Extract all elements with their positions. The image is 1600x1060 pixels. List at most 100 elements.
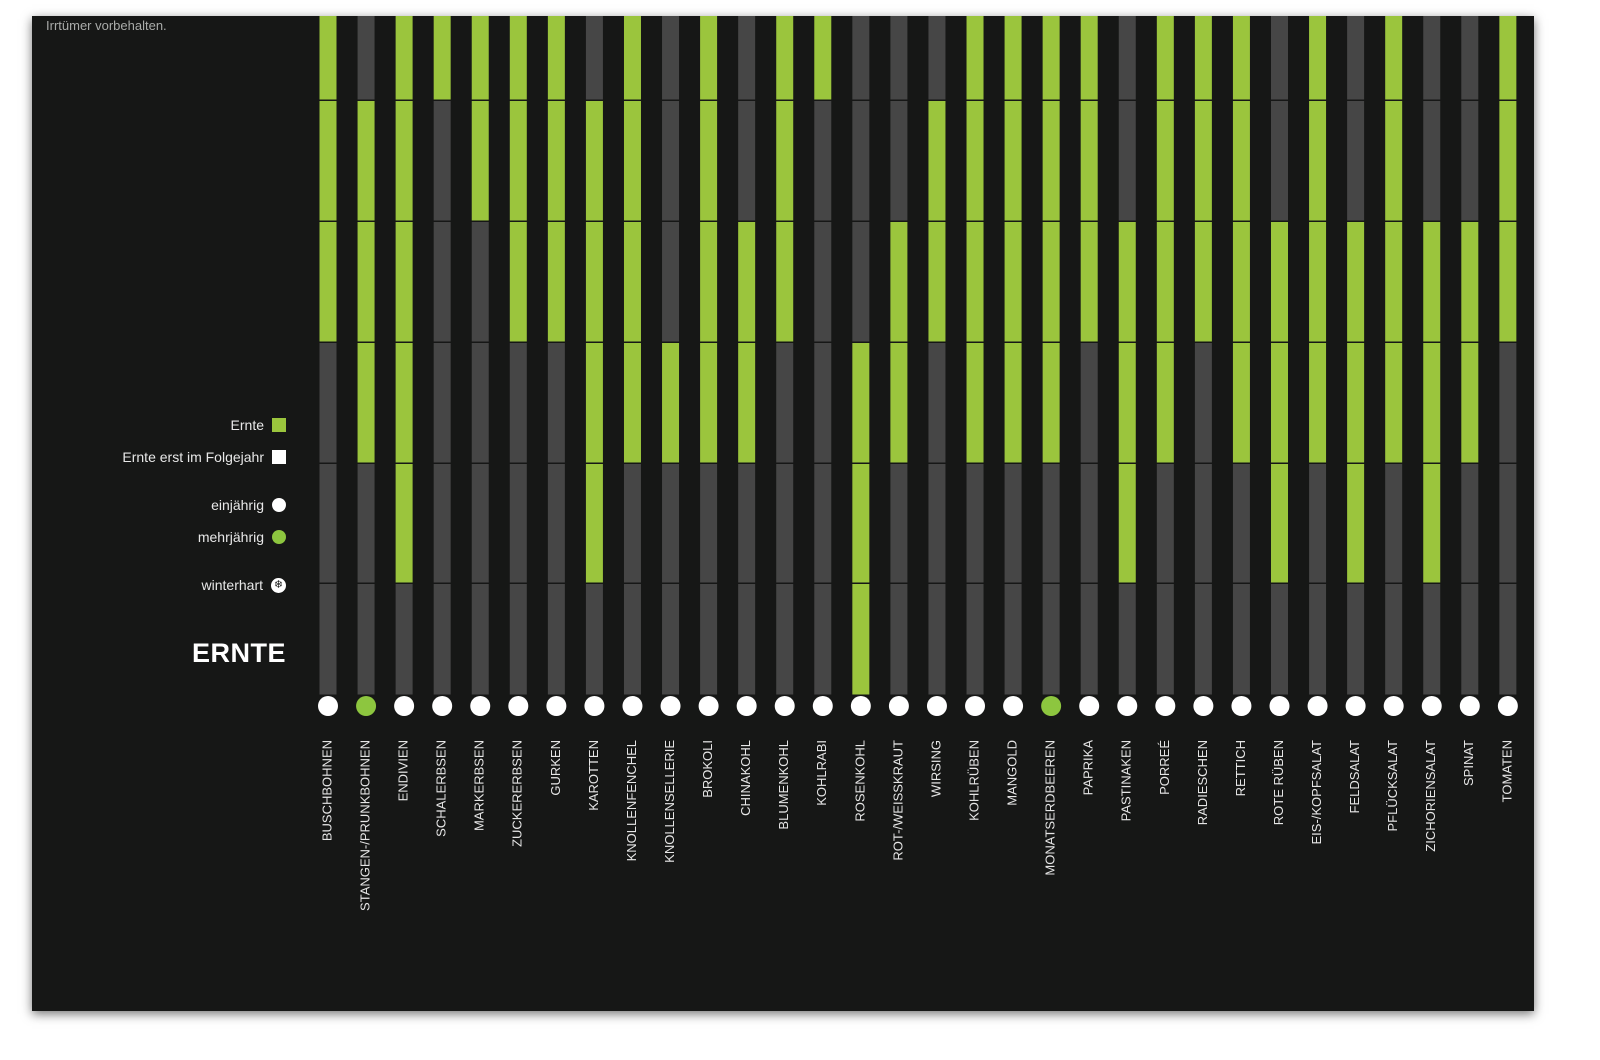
bar-segment xyxy=(890,464,908,583)
bar-segment xyxy=(1042,222,1060,342)
bar-segment xyxy=(966,343,984,463)
bar-segment xyxy=(776,584,794,695)
harvest-swatch-icon xyxy=(272,418,286,432)
category-labels-group: BUSCHBOHNEN STANGEN-/PRUNKBOHNEN ENDIVIEN S… xyxy=(319,740,1514,911)
harvest-chart: BUSCHBOHNEN STANGEN-/PRUNKBOHNEN ENDIVIEN S… xyxy=(318,16,1518,911)
lifecycle-dot xyxy=(584,696,605,716)
bar-segment xyxy=(1309,343,1327,463)
bar-segment xyxy=(700,464,718,583)
bar-segment xyxy=(662,343,680,463)
bar-segment xyxy=(547,101,565,221)
bar-segment xyxy=(1042,584,1060,695)
lifecycle-dot xyxy=(1459,696,1480,716)
bar-segment xyxy=(1347,343,1365,463)
category-label: SPINAT xyxy=(1461,740,1476,786)
bar-segment xyxy=(1271,343,1288,463)
bar-segment xyxy=(1461,584,1479,695)
bar-segment xyxy=(1461,222,1479,342)
lifecycle-dot xyxy=(850,696,871,716)
bar-segment xyxy=(662,584,680,695)
legend-winter-hardy-label: winterhart xyxy=(201,577,263,593)
bar-segment xyxy=(433,464,451,583)
lifecycle-dot xyxy=(774,696,795,716)
bar-segment xyxy=(319,101,337,221)
bar-segment xyxy=(928,584,946,695)
category-label: RETTICH xyxy=(1233,740,1248,796)
bar-segment xyxy=(471,464,489,583)
bar-segment xyxy=(319,464,337,583)
category-label: EIS-/KOPFSALAT xyxy=(1309,740,1324,845)
bar-segment xyxy=(890,101,908,221)
category-label: ZUCKERERBSEN xyxy=(510,740,525,847)
bar-segment xyxy=(852,343,870,463)
lifecycle-dot xyxy=(1117,696,1138,716)
bar-segment xyxy=(738,16,756,100)
lifecycle-dot xyxy=(1421,696,1442,716)
bar-segment xyxy=(966,222,984,342)
bar-segment xyxy=(890,222,908,342)
bar-segment xyxy=(928,101,946,221)
lifecycle-dot xyxy=(394,696,415,716)
lifecycle-dot xyxy=(1231,696,1252,716)
bar-segment xyxy=(738,343,756,463)
bar-segment xyxy=(738,464,756,583)
bar-segment xyxy=(319,222,337,342)
category-label: RADIESCHEN xyxy=(1195,740,1210,825)
bar-segment xyxy=(395,101,413,221)
lifecycle-dot xyxy=(546,696,567,716)
category-label: FELDSALAT xyxy=(1347,740,1362,814)
category-label: PAPRIKA xyxy=(1081,740,1096,796)
bar-segment xyxy=(662,222,680,342)
bar-segment xyxy=(1385,16,1403,100)
bar-segment xyxy=(1499,222,1517,342)
bar-segment xyxy=(1499,343,1517,463)
category-label: KAROTTEN xyxy=(586,740,601,811)
bar-segment xyxy=(1423,101,1441,221)
bar-segment xyxy=(1194,464,1212,583)
bar-segment xyxy=(433,16,451,100)
bar-segment xyxy=(585,222,603,342)
lifecycle-dot xyxy=(622,696,643,716)
category-label: WIRSING xyxy=(928,740,943,797)
bar-segment xyxy=(928,343,946,463)
bar-segment xyxy=(852,464,870,583)
legend-perennial: mehrjährig xyxy=(198,529,286,545)
category-label: KOHLRABI xyxy=(814,740,829,806)
bar-segment xyxy=(1080,101,1098,221)
bar-segment xyxy=(1042,101,1060,221)
section-title: ERNTE xyxy=(191,638,286,668)
category-label: BROKOLI xyxy=(700,740,715,798)
legend-harvest-next-year-label: Ernte erst im Folgejahr xyxy=(122,449,264,465)
lifecycle-dot xyxy=(470,696,491,716)
bar-segment xyxy=(928,16,946,100)
bar-segment xyxy=(623,584,641,695)
bar-segment xyxy=(623,464,641,583)
bar-segment xyxy=(509,101,527,221)
bar-segment xyxy=(776,464,794,583)
bar-segment xyxy=(1347,101,1365,221)
bar-segment xyxy=(1347,222,1365,342)
category-label: BUSCHBOHNEN xyxy=(319,740,334,841)
bar-segment xyxy=(1232,101,1250,221)
category-label: ROSENKOHL xyxy=(852,740,867,822)
bar-segment xyxy=(471,101,489,221)
bar-segment xyxy=(319,16,337,100)
bar-segment xyxy=(1347,16,1365,100)
category-label: KNOLLENSELLERIE xyxy=(662,740,677,863)
bar-segment xyxy=(509,584,527,695)
bar-segment xyxy=(1385,584,1403,695)
annual-dot-icon xyxy=(272,498,286,512)
bar-segment xyxy=(357,584,375,695)
bar-segment xyxy=(1004,343,1022,463)
lifecycle-dot xyxy=(926,696,947,716)
bar-segment xyxy=(1156,101,1174,221)
category-label: ENDIVIEN xyxy=(396,740,411,801)
bar-segment xyxy=(814,16,832,100)
category-label: PORREÉ xyxy=(1157,740,1172,795)
bar-segment xyxy=(776,101,794,221)
bar-segment xyxy=(1461,16,1479,100)
bar-segment xyxy=(1004,16,1022,100)
lifecycle-dot xyxy=(1383,696,1404,716)
bar-segment xyxy=(1271,464,1288,583)
bar-segment xyxy=(738,222,756,342)
